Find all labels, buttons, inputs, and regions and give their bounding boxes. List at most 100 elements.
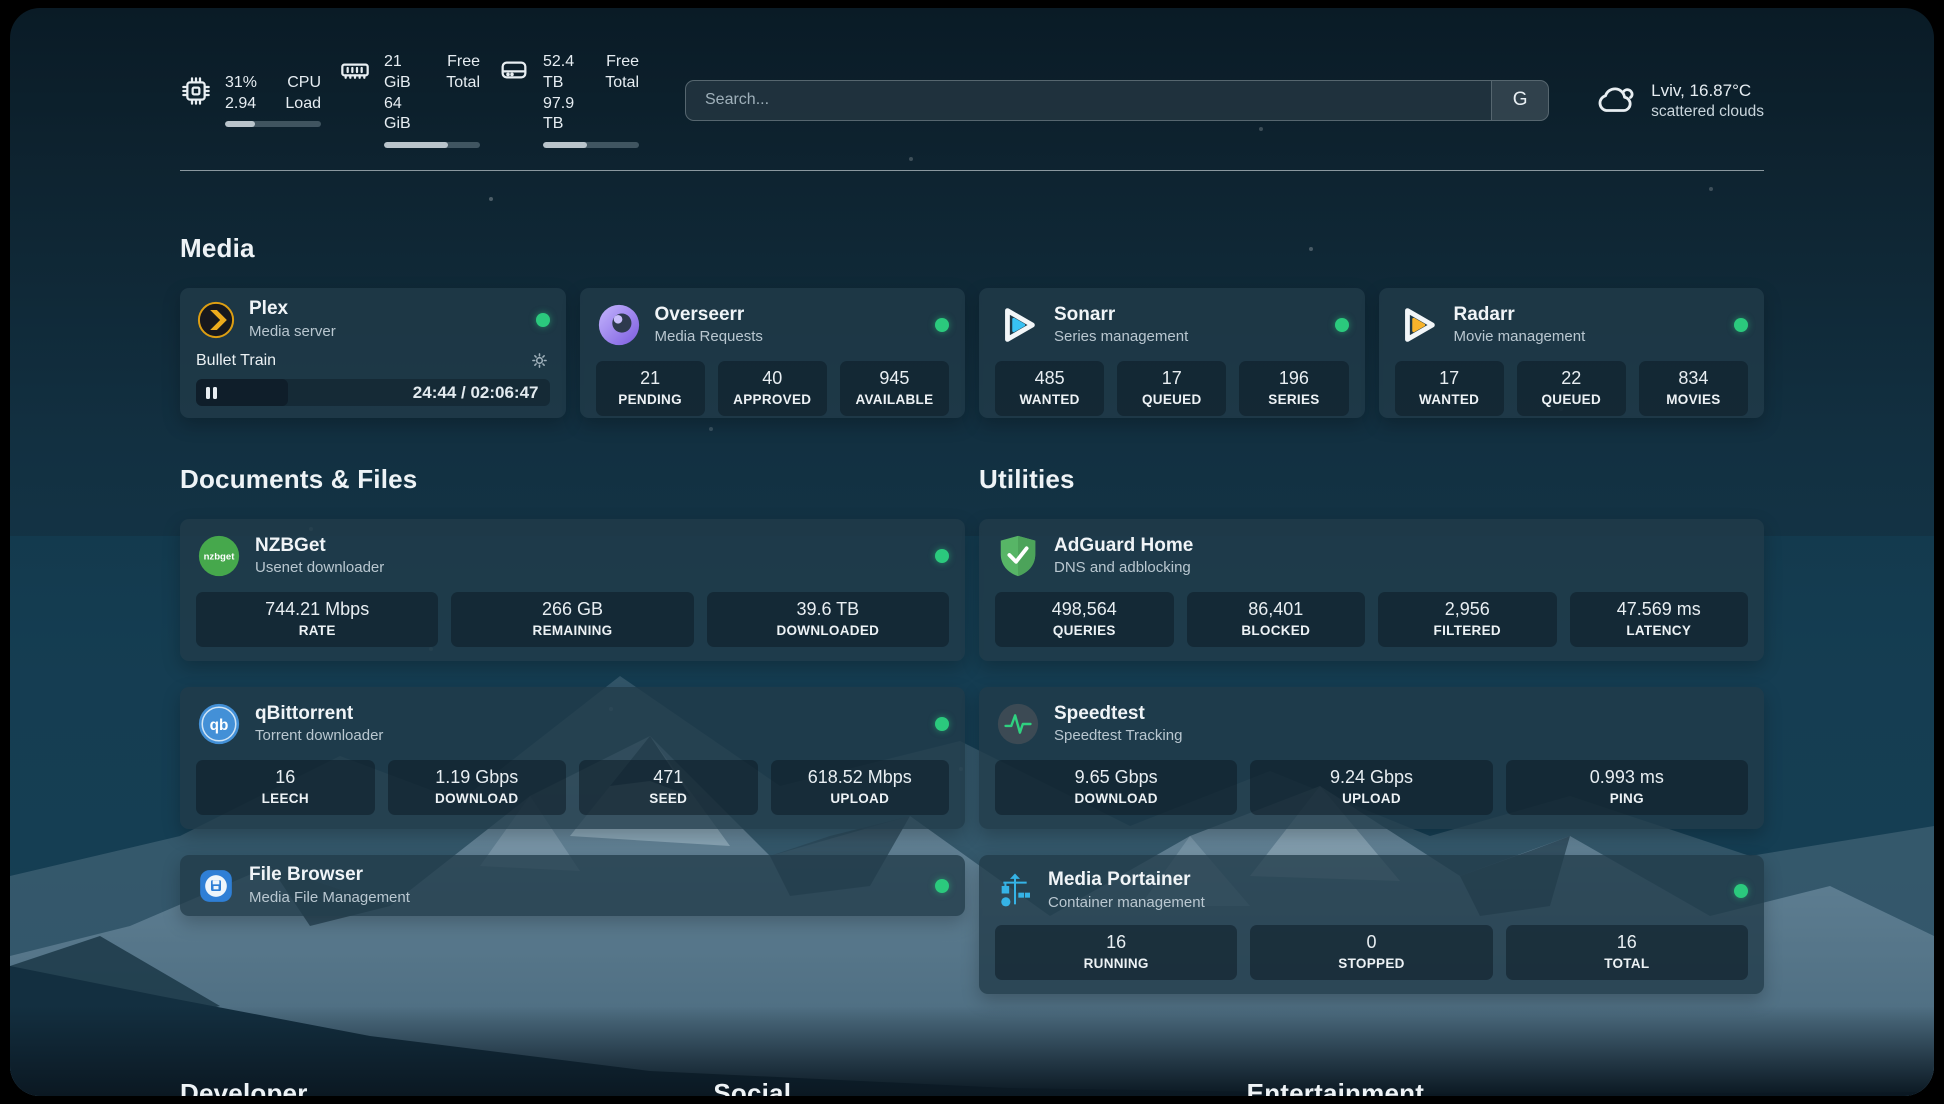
memory-icon <box>339 54 371 86</box>
section-media: Media Plex Media server <box>180 233 1764 418</box>
stat-wanted: 17 WANTED <box>1395 361 1504 416</box>
section-documents: Documents & Files nzbget NZBGet Usenet d… <box>180 464 965 1020</box>
weather-location: Lviv, 16.87°C <box>1651 80 1764 103</box>
disk-icon <box>498 54 530 86</box>
app-name: Radarr <box>1454 304 1722 327</box>
speedtest-icon <box>995 701 1041 747</box>
portainer-icon <box>995 871 1035 911</box>
bookmarks-title-developer: Developer <box>180 1078 697 1096</box>
card-plex[interactable]: Plex Media server Bullet Train <box>180 288 566 418</box>
status-dot <box>935 879 949 893</box>
stat-download: 1.19 Gbps DOWNLOAD <box>388 760 567 815</box>
disk-values: 52.4 TB97.9 TB <box>543 52 591 135</box>
app-name: Plex <box>249 298 523 321</box>
app-desc: Media File Management <box>249 888 922 908</box>
stat-running: 16 RUNNING <box>995 925 1237 980</box>
weather-widget: Lviv, 16.87°C scattered clouds <box>1595 79 1764 121</box>
app-desc: Container management <box>1048 893 1721 913</box>
status-dot <box>1734 318 1748 332</box>
playback-time: 24:44 / 02:06:47 <box>413 379 539 406</box>
search-engine-button[interactable]: G <box>1491 81 1548 120</box>
app-name: qBittorrent <box>255 703 922 726</box>
card-radarr[interactable]: Radarr Movie management 17 WANTED 22 QUE… <box>1379 288 1765 418</box>
stat-download: 9.65 Gbps DOWNLOAD <box>995 760 1237 815</box>
app-desc: Series management <box>1054 327 1322 347</box>
disk-widget: 52.4 TB97.9 TB FreeTotal <box>498 52 639 148</box>
top-bar: 31%2.94 CPULoad <box>180 8 1764 148</box>
app-desc: Usenet downloader <box>255 558 922 578</box>
gear-icon[interactable] <box>529 350 550 371</box>
app-name: Speedtest <box>1054 703 1748 726</box>
weather-condition: scattered clouds <box>1651 103 1764 121</box>
filebrowser-icon <box>196 866 236 906</box>
section-utilities: Utilities AdGuard Home DNS and adblockin… <box>979 464 1764 1020</box>
stat-ping: 0.993 ms PING <box>1506 760 1748 815</box>
search-bar: G <box>685 80 1549 121</box>
stat-seed: 471 SEED <box>579 760 758 815</box>
cpu-progress <box>225 121 321 127</box>
app-name: Sonarr <box>1054 304 1322 327</box>
status-dot <box>1335 318 1349 332</box>
status-dot <box>536 313 550 327</box>
card-overseerr[interactable]: Overseerr Media Requests 21 PENDING 40 A… <box>580 288 966 418</box>
stat-rate: 744.21 Mbps RATE <box>196 592 438 647</box>
card-sonarr[interactable]: Sonarr Series management 485 WANTED 17 Q… <box>979 288 1365 418</box>
pause-icon[interactable] <box>206 387 217 399</box>
section-title-utilities: Utilities <box>979 464 1764 495</box>
stat-series: 196 SERIES <box>1239 361 1348 416</box>
disk-labels: FreeTotal <box>605 52 639 135</box>
stat-upload: 618.52 Mbps UPLOAD <box>771 760 950 815</box>
stat-filtered: 2,956 FILTERED <box>1378 592 1557 647</box>
stat-queued: 17 QUEUED <box>1117 361 1226 416</box>
stat-downloaded: 39.6 TB DOWNLOADED <box>707 592 949 647</box>
stat-wanted: 485 WANTED <box>995 361 1104 416</box>
status-dot <box>935 717 949 731</box>
stat-pending: 21 PENDING <box>596 361 705 416</box>
stat-remaining: 266 GB REMAINING <box>451 592 693 647</box>
section-title-documents: Documents & Files <box>180 464 965 495</box>
bookmarks-developer: Developer GH Github github.com SO StackO… <box>180 1078 697 1096</box>
app-name: AdGuard Home <box>1054 535 1748 558</box>
status-dot <box>935 318 949 332</box>
nzbget-icon: nzbget <box>196 533 242 579</box>
playback-progress-bar[interactable]: 24:44 / 02:06:47 <box>196 379 550 406</box>
cpu-widget: 31%2.94 CPULoad <box>180 73 321 128</box>
status-dot <box>935 549 949 563</box>
status-dot <box>1734 884 1748 898</box>
app-desc: Media server <box>249 322 523 342</box>
bookmarks-social: Social LI LinkedIn linkedin.com TW Twitt… <box>713 1078 1230 1096</box>
dashboard-screen: 31%2.94 CPULoad <box>10 8 1934 1096</box>
card-nzbget[interactable]: nzbget NZBGet Usenet downloader 744.21 M… <box>180 519 965 661</box>
app-desc: Torrent downloader <box>255 726 922 746</box>
sonarr-icon <box>995 302 1041 348</box>
app-desc: Media Requests <box>655 327 923 347</box>
app-name: NZBGet <box>255 535 922 558</box>
app-desc: DNS and adblocking <box>1054 558 1748 578</box>
qbittorrent-icon: qb <box>196 701 242 747</box>
app-desc: Speedtest Tracking <box>1054 726 1748 746</box>
header-divider <box>180 170 1764 171</box>
stat-approved: 40 APPROVED <box>718 361 827 416</box>
cpu-labels: CPULoad <box>271 73 321 115</box>
disk-progress <box>543 142 639 148</box>
stat-queries: 498,564 QUERIES <box>995 592 1174 647</box>
plex-icon <box>196 300 236 340</box>
search-input[interactable] <box>686 81 1491 120</box>
cpu-values: 31%2.94 <box>225 73 257 115</box>
adguard-icon <box>995 533 1041 579</box>
stat-blocked: 86,401 BLOCKED <box>1187 592 1366 647</box>
svg-text:qb: qb <box>210 717 229 734</box>
stat-available: 945 AVAILABLE <box>840 361 949 416</box>
cpu-icon <box>180 75 212 107</box>
overseerr-icon <box>596 302 642 348</box>
card-qbittorrent[interactable]: qb qBittorrent Torrent downloader 16 LEE… <box>180 687 965 829</box>
now-playing-title: Bullet Train <box>196 352 276 370</box>
memory-progress <box>384 142 480 148</box>
cloud-icon <box>1595 79 1637 121</box>
app-name: Media Portainer <box>1048 869 1721 892</box>
card-speedtest[interactable]: Speedtest Speedtest Tracking 9.65 Gbps D… <box>979 687 1764 829</box>
card-filebrowser[interactable]: File Browser Media File Management <box>180 855 965 916</box>
stat-movies: 834 MOVIES <box>1639 361 1748 416</box>
card-adguard[interactable]: AdGuard Home DNS and adblocking 498,564 … <box>979 519 1764 661</box>
card-portainer[interactable]: Media Portainer Container management 16 … <box>979 855 1764 994</box>
